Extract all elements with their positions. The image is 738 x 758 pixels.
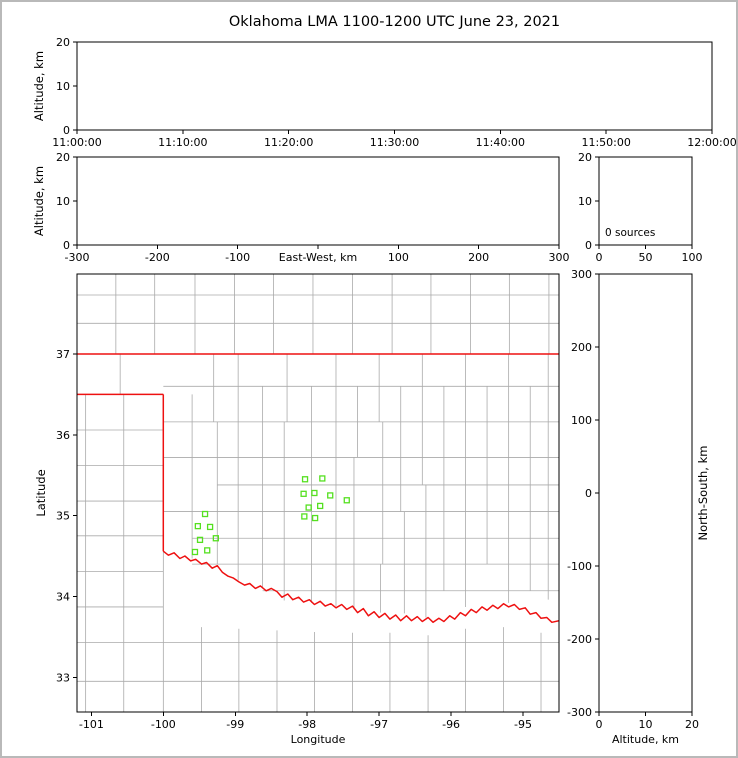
x-axis-label: East-West, km — [279, 251, 357, 264]
lma-station-marker — [327, 492, 334, 499]
tick-label: -100 — [151, 718, 176, 731]
tick-label: 34 — [56, 590, 70, 603]
tick-label: -97 — [370, 718, 388, 731]
tick-label: 200 — [571, 341, 592, 354]
lma-station-marker — [300, 490, 307, 497]
tick-label: 0 — [585, 487, 592, 500]
lma-station-marker — [212, 535, 219, 542]
tick-label: 200 — [468, 251, 489, 264]
tick-label: -200 — [145, 251, 170, 264]
tick-label: -101 — [79, 718, 104, 731]
tick-label: 12:00:00 — [687, 136, 736, 149]
lma-station-marker — [311, 489, 318, 497]
tick-label: 10 — [56, 195, 70, 208]
ns-height-panel — [598, 273, 693, 713]
y-axis-label: Altitude, km — [32, 51, 46, 121]
map-layer — [77, 274, 559, 712]
tick-label: -300 — [567, 706, 592, 719]
tick-label: 10 — [578, 195, 592, 208]
tick-label: 100 — [682, 251, 703, 264]
tick-label: 11:30:00 — [370, 136, 419, 149]
tick-label: 0 — [63, 239, 70, 252]
tick-label: -95 — [514, 718, 532, 731]
sources-count-annotation: 0 sources — [605, 227, 655, 239]
tick-label: 11:50:00 — [581, 136, 630, 149]
tick-label: -100 — [225, 251, 250, 264]
lma-station-marker — [201, 510, 209, 518]
lma-station-marker — [301, 476, 309, 483]
tick-label: 20 — [578, 151, 592, 164]
tick-label: 300 — [549, 251, 570, 264]
plan-view-panel — [76, 273, 560, 713]
tick-label: 20 — [685, 718, 699, 731]
lma-station-marker — [311, 514, 319, 522]
x-axis-label: Longitude — [291, 733, 346, 746]
time-height-panel — [76, 41, 713, 131]
tick-label: 11:10:00 — [158, 136, 207, 149]
tick-label: 11:40:00 — [476, 136, 525, 149]
x-axis-label: Altitude, km — [612, 733, 679, 746]
tick-label: 0 — [596, 718, 603, 731]
tick-label: 50 — [639, 251, 653, 264]
tick-label: 20 — [56, 36, 70, 49]
lma-station-marker — [317, 502, 324, 510]
tick-label: 36 — [56, 429, 70, 442]
tick-label: 0 — [596, 251, 603, 264]
tick-label: 35 — [56, 510, 70, 523]
tick-label: -100 — [567, 560, 592, 573]
lma-station-marker — [191, 548, 199, 556]
tick-label: 33 — [56, 671, 70, 684]
y-axis-label: Altitude, km — [32, 166, 46, 236]
tick-label: 20 — [56, 151, 70, 164]
tick-label: -200 — [567, 633, 592, 646]
tick-label: -99 — [226, 718, 244, 731]
y-axis-label-right: North-South, km — [696, 446, 710, 541]
tick-label: 0 — [63, 124, 70, 137]
lma-station-marker — [206, 523, 214, 531]
tick-label: 11:20:00 — [264, 136, 313, 149]
tick-label: 10 — [56, 80, 70, 93]
lma-station-marker — [204, 547, 211, 554]
tick-label: 100 — [571, 414, 592, 427]
tick-label: 10 — [639, 718, 653, 731]
y-axis-label: Latitude — [34, 469, 48, 516]
lma-station-marker — [196, 536, 204, 544]
tick-label: -98 — [298, 718, 316, 731]
tick-label: 37 — [56, 348, 70, 361]
ew-height-panel — [76, 156, 560, 246]
tick-label: 100 — [388, 251, 409, 264]
lma-station-marker — [305, 504, 312, 511]
lma-station-marker — [301, 513, 308, 520]
tick-label: 0 — [585, 239, 592, 252]
tick-label: -300 — [65, 251, 90, 264]
lma-station-marker — [343, 497, 350, 504]
state-border-line — [162, 550, 559, 624]
tick-label: 11:00:00 — [52, 136, 101, 149]
lma-station-marker — [194, 522, 202, 530]
lma-station-marker — [319, 475, 326, 482]
figure-title: Oklahoma LMA 1100-1200 UTC June 23, 2021 — [228, 14, 561, 30]
tick-label: -96 — [442, 718, 460, 731]
tick-label: 300 — [571, 268, 592, 281]
